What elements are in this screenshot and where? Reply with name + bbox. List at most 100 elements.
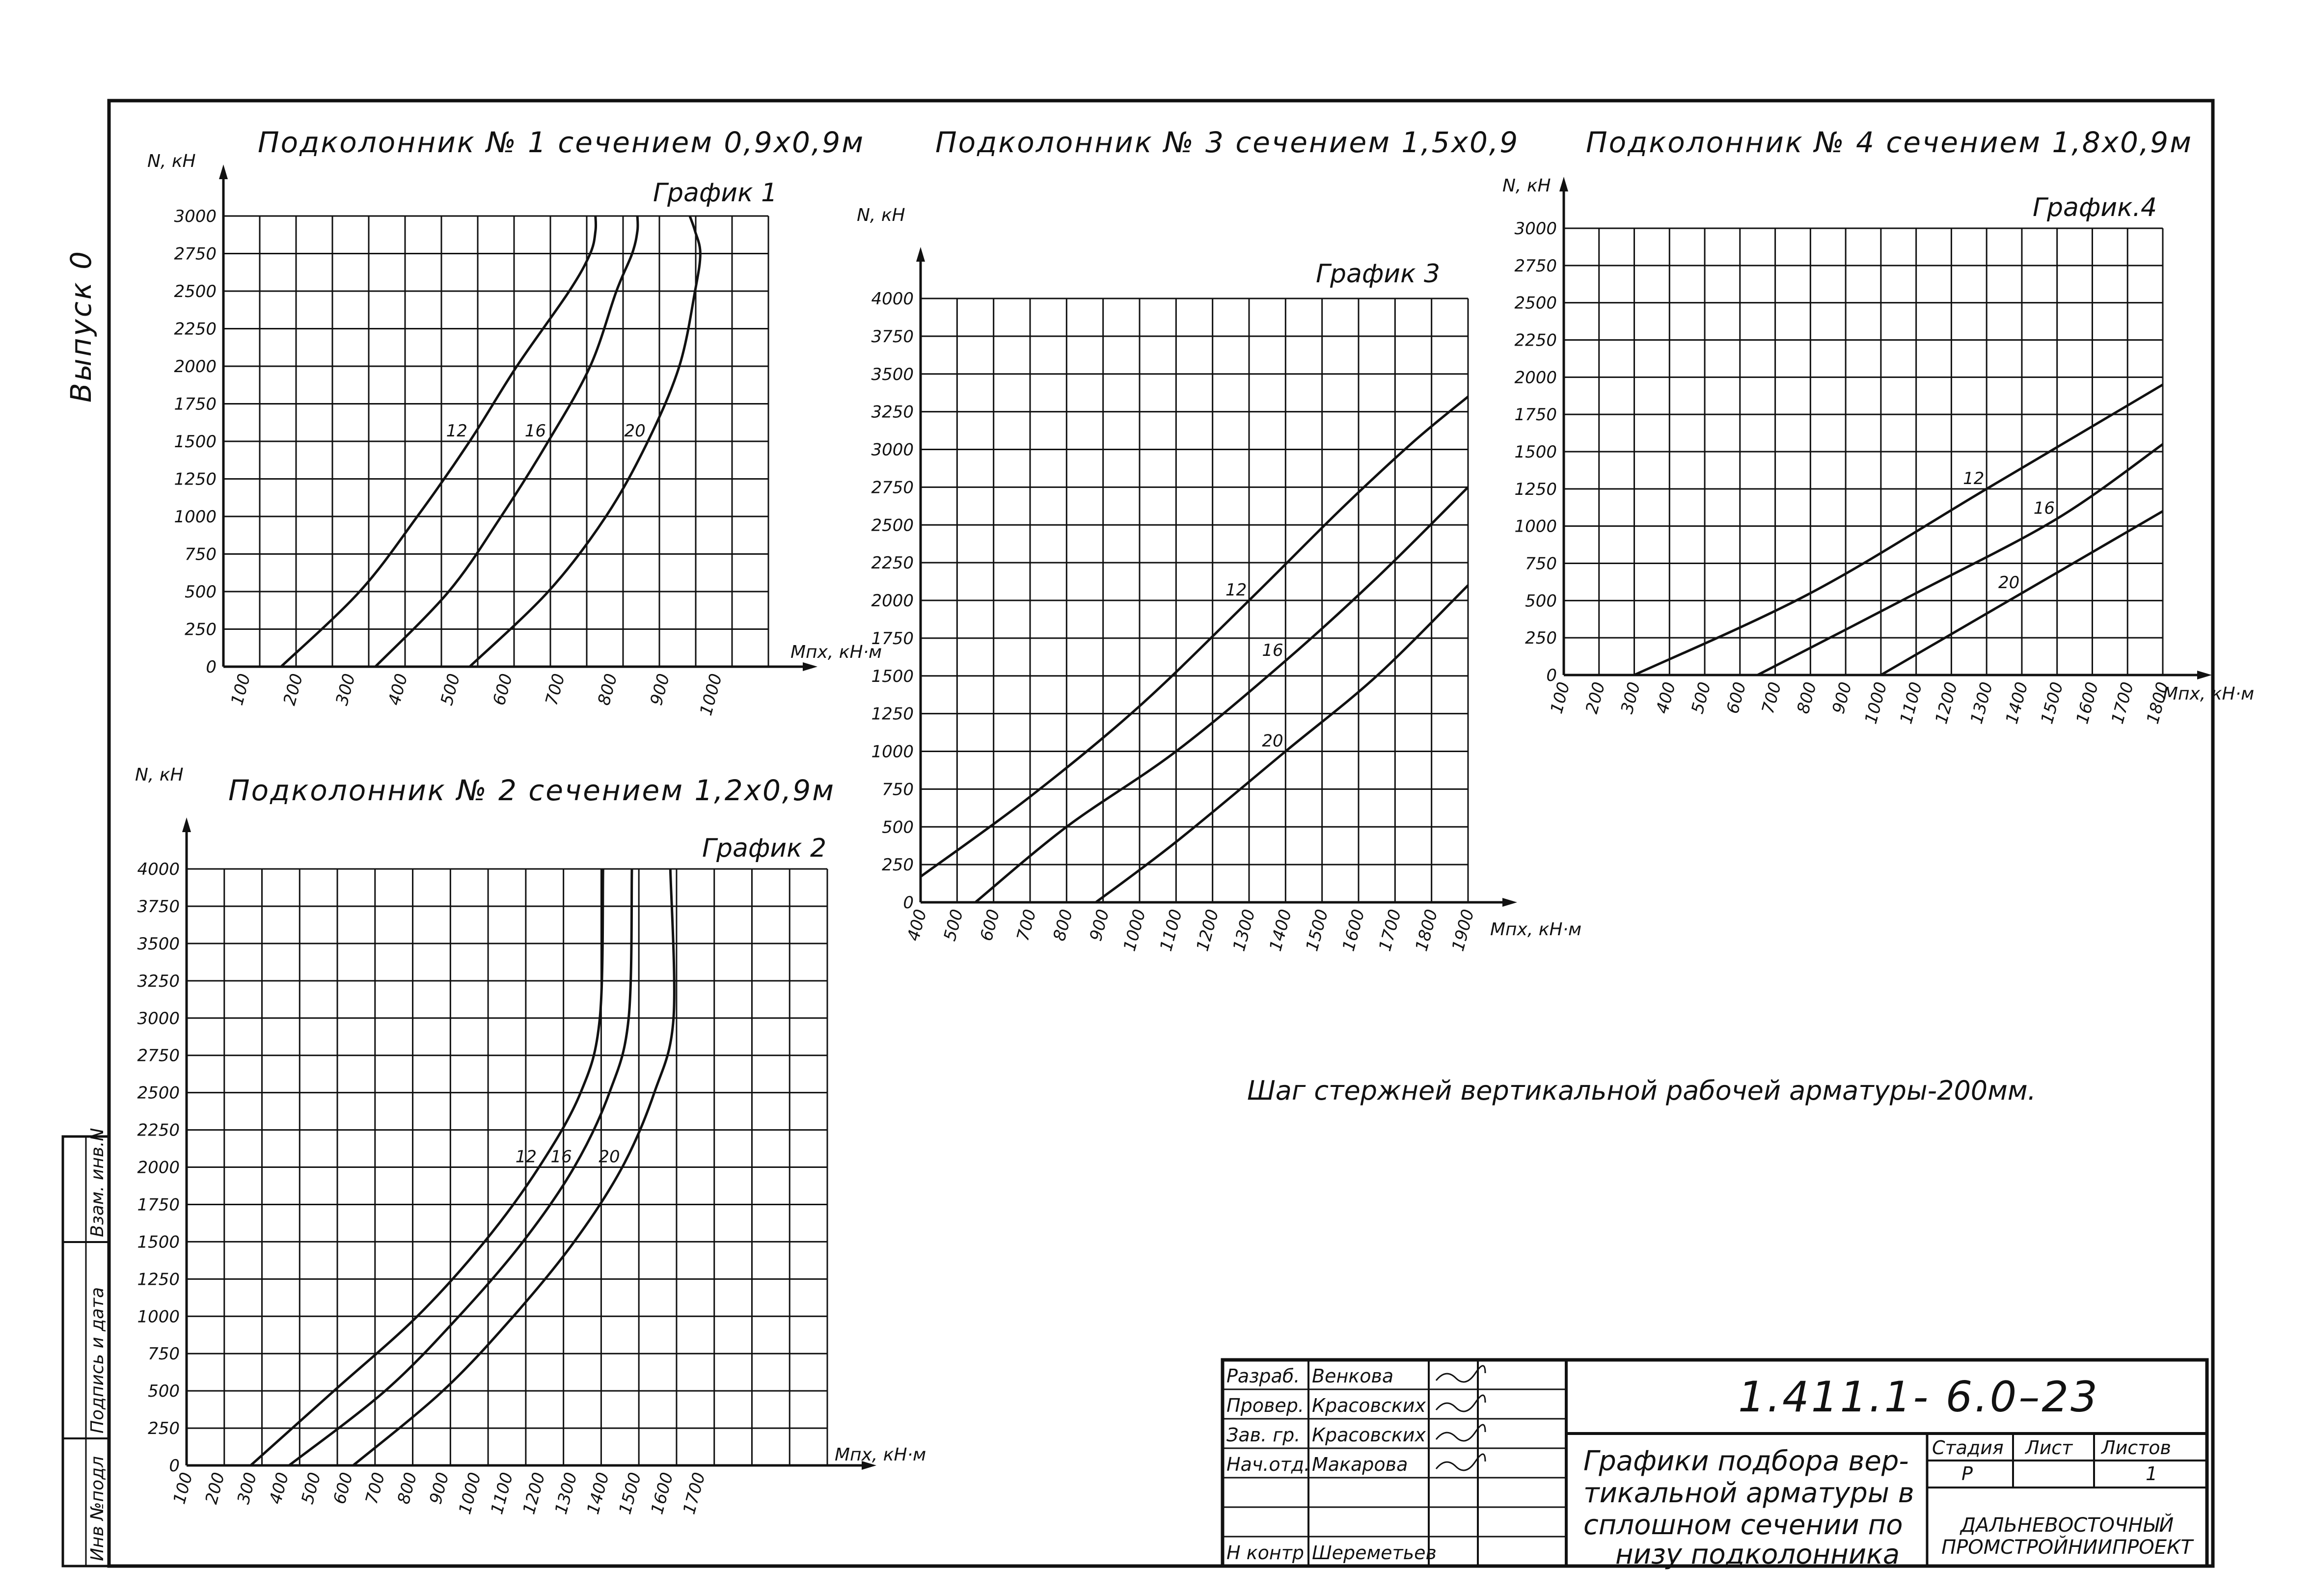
x-tick-label: 600 [330,1470,357,1506]
x-tick-label: 700 [542,672,569,707]
chart-graph-1: Подколонник № 1 сечением 0,9х0,9м График… [147,126,882,718]
chart-1-grid [222,215,769,668]
y-tick-label: 2000 [137,1158,180,1178]
y-tick-label: 3000 [137,1009,180,1028]
y-tick-label: 750 [148,1344,180,1364]
y-tick-label: 1250 [871,704,914,724]
chart-4-ylabel: N, кН [1502,176,1551,196]
x-tick-label: 400 [266,1470,293,1506]
signature-mark [1435,1365,1486,1383]
y-tick-label: 2250 [137,1121,180,1140]
series-label-20: 20 [1998,573,2019,593]
series-curve-16 [374,216,639,668]
x-tick-label: 300 [234,1470,261,1506]
chart-graph-4: Подколонник № 4 сечением 1,8х0,9м График… [1502,126,2254,726]
signature-mark [1435,1424,1486,1442]
series-curve-20 [1095,584,1469,903]
stamp-column: Инв №подл Подпись и дата Взам. инв.N [61,1128,110,1568]
x-tick-label: 500 [1688,680,1715,716]
series-curve-12 [920,395,1469,878]
description-line-1: Графики подбора вер- [1583,1445,1909,1477]
x-tick-label: 1800 [1412,907,1442,953]
y-tick-label: 1000 [137,1307,180,1326]
y-tick-label: 3750 [871,327,914,347]
role-name: Красовских [1312,1395,1426,1416]
x-tick-label: 1200 [519,1470,549,1516]
x-tick-label: 1300 [551,1470,581,1516]
x-tick-label: 500 [940,907,967,943]
stage-value: Р [1961,1463,1973,1485]
x-axis-arrow [2197,671,2212,679]
series-label-12: 12 [516,1147,537,1167]
series-label-16: 16 [525,421,546,441]
x-tick-label: 900 [647,672,674,707]
y-tick-label: 2750 [174,244,217,264]
sheet-frame [107,99,2215,1568]
x-tick-label: 500 [298,1470,325,1506]
y-tick-label: 1250 [1514,480,1557,499]
x-tick-label: 1000 [696,672,726,718]
series-label-12: 12 [1225,580,1247,600]
y-tick-label: 2750 [1514,256,1557,276]
y-tick-label: 1500 [137,1232,180,1252]
x-axis-arrow [862,1461,876,1470]
x-tick-label: 700 [1013,907,1040,943]
y-tick-label: 1750 [1514,405,1557,425]
series-curve-12 [249,868,604,1466]
y-tick-label: 3250 [137,972,180,991]
x-tick-label: 700 [362,1470,389,1506]
y-tick-label: 1000 [1514,517,1557,537]
x-tick-label: 1200 [1193,907,1223,953]
role-name: Венкова [1312,1365,1393,1387]
reinforcement-note: Шаг стержней вертикальной рабочей армату… [1247,1075,2036,1106]
y-tick-label: 3000 [174,207,217,226]
x-tick-label: 1700 [680,1470,709,1516]
x-tick-label: 700 [1758,680,1785,716]
x-tick-label: 200 [1582,680,1609,716]
y-tick-label: 1500 [1514,442,1557,462]
series-curve-20 [1880,510,2164,676]
x-tick-label: 300 [1617,680,1644,716]
y-tick-label: 2750 [137,1046,180,1066]
x-tick-label: 800 [594,672,621,707]
x-tick-label: 1400 [583,1470,613,1516]
chart-2-title: Подколонник № 2 сечением 1,2х0,9м [228,774,835,807]
chart-graph-2: Подколонник № 2 сечением 1,2х0,9м График… [135,765,926,1516]
y-tick-label: 2000 [871,591,914,611]
chart-1-label: График 1 [653,178,777,208]
y-tick-label: 1000 [174,507,217,527]
stamp-replaced-inv: Взам. инв.N [87,1128,108,1237]
chart-3-label: График 3 [1316,259,1440,289]
chart-4-xlabel: Mпх, кН·м [2163,684,2254,704]
x-tick-label: 1000 [455,1470,485,1516]
chart-2-xlabel: Mпх, кН·м [835,1445,926,1465]
stamp-inv-no: Инв №подл [87,1456,108,1561]
x-tick-label: 900 [426,1470,453,1506]
series-curve-20 [352,868,676,1466]
y-tick-label: 0 [903,893,914,913]
x-tick-label: 1200 [1932,680,1961,726]
sheets-header: Листов [2100,1437,2171,1459]
series-label-20: 20 [599,1147,620,1167]
side-label: Выпуск 0 [64,249,98,403]
y-tick-label: 4000 [871,289,914,309]
y-tick-label: 2250 [871,553,914,573]
title-block: Разраб. Венкова Провер. Красовских Зав. гр. К… [1221,1358,2209,1570]
y-tick-label: 1000 [871,742,914,762]
y-tick-label: 1500 [174,432,217,452]
role-name: Шереметьев [1312,1542,1437,1564]
x-tick-label: 1600 [2072,680,2102,726]
chart-4-title: Подколонник № 4 сечением 1,8х0,9м [1586,126,2193,159]
chart-1-ylabel: N, кН [147,151,196,171]
y-tick-label: 750 [1525,554,1557,574]
description-line-3: сплошном сечении по [1583,1509,1903,1541]
x-tick-label: 400 [384,672,411,707]
y-tick-label: 3000 [871,440,914,460]
x-tick-label: 800 [394,1470,421,1506]
x-tick-label: 200 [202,1470,229,1506]
y-axis-arrow [1559,177,1568,191]
chart-2-ylabel: N, кН [135,765,184,785]
x-tick-label: 1700 [2108,680,2138,726]
y-tick-label: 250 [185,620,217,640]
